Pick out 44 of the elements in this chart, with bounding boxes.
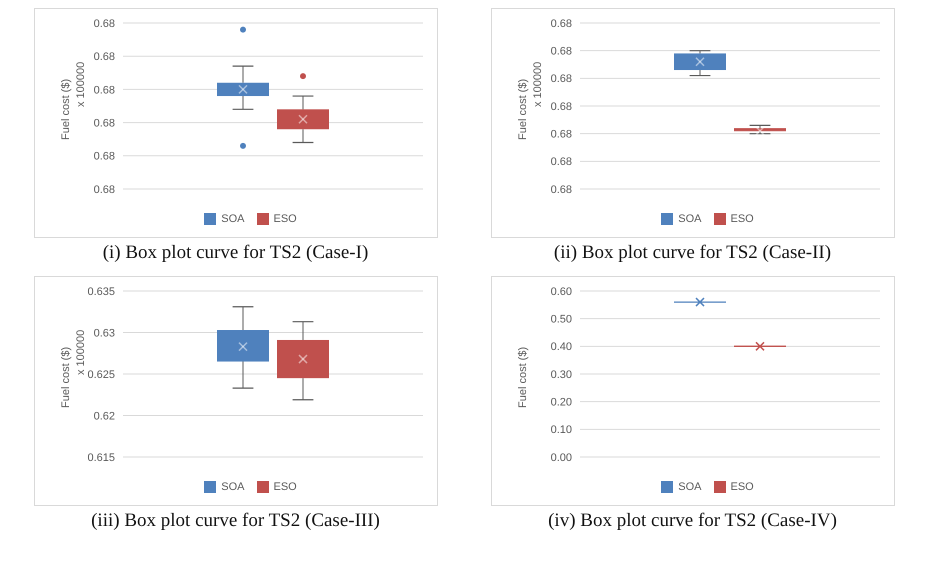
text: (iv) Box plot curve for TS2 (Case-IV)	[548, 510, 837, 532]
y-tick-label: 0.68	[93, 18, 114, 30]
text: (i) Box plot curve for TS2 (Case-I)	[102, 242, 368, 264]
y-tick-label: 0.68	[93, 150, 114, 163]
legend-label: SOA	[678, 481, 702, 493]
text: x 100000	[74, 62, 86, 107]
y-tick-label: 0.68	[93, 184, 114, 196]
y-axis-title: Fuel cost ($)	[516, 78, 528, 140]
y-tick-label: 0.635	[86, 286, 114, 298]
y-tick-label: 0.30	[550, 368, 572, 381]
legend-label: ESO	[730, 213, 754, 225]
y-tick-label: 0.10	[550, 424, 572, 436]
y-tick-label: 0.00	[550, 452, 572, 464]
y-axis-title: Fuel cost ($)	[516, 346, 528, 408]
y-tick-label: 0.625	[86, 368, 114, 381]
text: (iii) Box plot curve for TS2 (Case-III)	[91, 510, 380, 532]
y-tick-label: 0.60	[550, 286, 572, 298]
legend-label: ESO	[274, 481, 297, 493]
y-tick-label: 0.68	[550, 18, 572, 30]
y-tick-label: 0.68	[550, 184, 572, 196]
y-tick-label: 0.68	[550, 128, 572, 141]
text: x 100000	[532, 62, 544, 107]
y-tick-label: 0.20	[550, 396, 572, 409]
y-tick-label: 0.68	[550, 73, 572, 86]
legend-label: ESO	[274, 213, 297, 225]
text: x 100000	[74, 330, 86, 375]
y-tick-label: 0.68	[93, 118, 114, 130]
legend-label: SOA	[221, 481, 244, 493]
y-tick-label: 0.68	[550, 46, 572, 58]
legend-label: SOA	[221, 213, 244, 225]
y-axis-title: Fuel cost ($)	[59, 78, 72, 140]
y-tick-label: 0.63	[93, 327, 114, 340]
y-tick-label: 0.68	[93, 51, 114, 64]
legend-label: SOA	[678, 213, 702, 225]
legend-label: ESO	[730, 481, 754, 493]
text: (ii) Box plot curve for TS2 (Case-II)	[554, 242, 832, 264]
y-tick-label: 0.68	[550, 156, 572, 168]
y-tick-label: 0.40	[550, 341, 572, 354]
y-tick-label: 0.68	[550, 100, 572, 113]
y-tick-label: 0.615	[86, 452, 114, 464]
y-tick-label: 0.50	[550, 314, 572, 326]
y-tick-label: 0.62	[93, 410, 114, 422]
y-tick-label: 0.68	[93, 84, 114, 96]
y-axis-title: Fuel cost ($)	[59, 346, 72, 408]
